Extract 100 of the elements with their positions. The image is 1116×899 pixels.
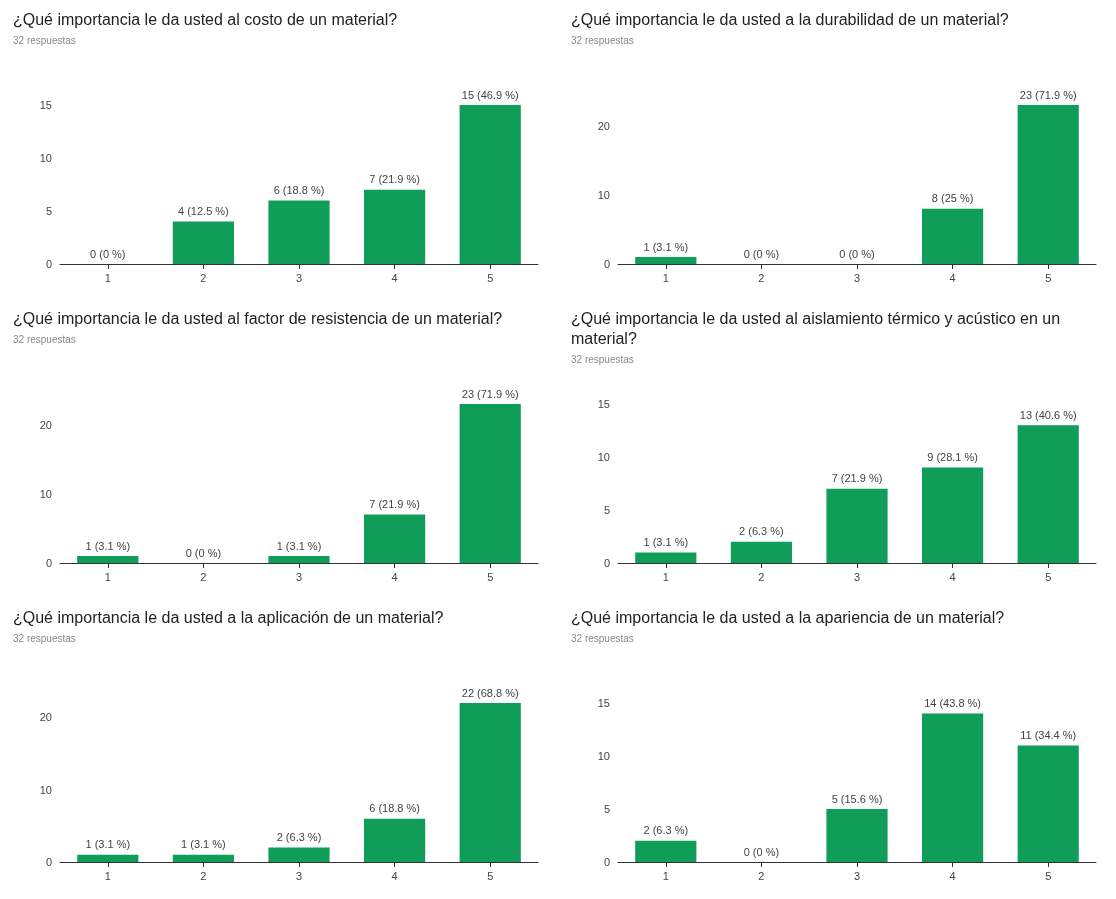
y-tick-label: 10 bbox=[39, 783, 52, 796]
y-tick-label: 10 bbox=[597, 451, 610, 463]
y-tick-label: 5 bbox=[603, 803, 610, 815]
x-tick-label: 4 bbox=[391, 271, 398, 284]
x-tick-label: 2 bbox=[200, 570, 207, 583]
x-tick-label: 3 bbox=[853, 570, 861, 583]
y-tick-label: 20 bbox=[597, 119, 610, 132]
bar bbox=[922, 467, 984, 563]
data-label: 13 (40.6 %) bbox=[1019, 408, 1077, 421]
data-label: 15 (46.9 %) bbox=[461, 88, 519, 101]
x-tick-label: 4 bbox=[949, 869, 956, 882]
data-label: 6 (18.8 %) bbox=[273, 183, 325, 196]
bar bbox=[172, 854, 234, 862]
bar bbox=[172, 221, 234, 264]
chart-subtitle: 32 respuestas bbox=[13, 34, 76, 46]
x-tick-label: 2 bbox=[200, 271, 207, 284]
x-tick-label: 3 bbox=[853, 869, 861, 882]
chart-subtitle: 32 respuestas bbox=[571, 353, 634, 365]
data-label: 23 (71.9 %) bbox=[1019, 88, 1077, 101]
bar bbox=[364, 189, 426, 264]
x-tick-label: 3 bbox=[295, 869, 303, 882]
chart-title: ¿Qué importancia le da usted al aislamiento térmico y acústico en un material? bbox=[571, 309, 1065, 347]
bar bbox=[922, 713, 984, 862]
x-tick-label: 1 bbox=[104, 869, 111, 882]
y-tick-label: 20 bbox=[39, 418, 52, 431]
y-tick-label: 0 bbox=[603, 258, 610, 270]
bar bbox=[1017, 745, 1079, 862]
x-tick-label: 3 bbox=[295, 570, 303, 583]
bar bbox=[826, 488, 888, 563]
bar bbox=[77, 556, 139, 563]
data-label: 1 (3.1 %) bbox=[643, 240, 689, 253]
x-tick-label: 1 bbox=[662, 271, 669, 284]
bar bbox=[459, 105, 521, 264]
y-tick-label: 15 bbox=[597, 398, 610, 410]
data-label: 0 (0 %) bbox=[839, 247, 875, 260]
data-label: 0 (0 %) bbox=[743, 247, 780, 260]
y-tick-label: 0 bbox=[45, 258, 52, 270]
bar bbox=[635, 840, 697, 862]
chart-title: ¿Qué importancia le da usted al factor de resistencia de un material? bbox=[13, 309, 503, 327]
y-tick-label: 0 bbox=[45, 557, 52, 569]
bar bbox=[77, 854, 139, 862]
data-label: 2 (6.3 %) bbox=[643, 824, 689, 837]
data-label: 23 (71.9 %) bbox=[461, 387, 519, 400]
data-label: 1 (3.1 %) bbox=[181, 838, 226, 851]
x-tick-label: 1 bbox=[662, 570, 669, 583]
x-tick-label: 4 bbox=[391, 570, 398, 583]
data-label: 14 (43.8 %) bbox=[924, 697, 982, 710]
x-tick-label: 2 bbox=[200, 869, 207, 882]
chart-subtitle: 32 respuestas bbox=[571, 632, 634, 644]
data-label: 7 (21.9 %) bbox=[369, 173, 420, 186]
y-tick-label: 0 bbox=[45, 856, 52, 868]
y-tick-label: 0 bbox=[603, 856, 610, 868]
bar bbox=[459, 404, 521, 563]
data-label: 1 (3.1 %) bbox=[276, 539, 322, 552]
bar bbox=[635, 257, 697, 264]
data-label: 1 (3.1 %) bbox=[643, 535, 689, 548]
bar bbox=[635, 552, 697, 563]
y-tick-label: 10 bbox=[39, 487, 52, 500]
bar bbox=[730, 541, 792, 563]
y-tick-label: 0 bbox=[603, 557, 610, 569]
data-label: 5 (15.6 %) bbox=[831, 792, 883, 805]
x-tick-label: 1 bbox=[104, 271, 111, 284]
data-label: 7 (21.9 %) bbox=[831, 472, 883, 485]
chart-subtitle: 32 respuestas bbox=[13, 333, 76, 345]
bar bbox=[459, 703, 521, 862]
x-tick-label: 5 bbox=[1045, 869, 1052, 882]
x-tick-label: 4 bbox=[949, 570, 956, 583]
y-tick-label: 15 bbox=[39, 99, 52, 111]
data-label: 9 (28.1 %) bbox=[927, 451, 978, 464]
bar bbox=[364, 514, 426, 563]
chart-subtitle: 32 respuestas bbox=[571, 34, 634, 46]
bar bbox=[1017, 105, 1079, 264]
data-label: 1 (3.1 %) bbox=[85, 838, 131, 851]
x-tick-label: 2 bbox=[758, 869, 765, 882]
y-tick-label: 20 bbox=[39, 711, 52, 724]
chart-title: ¿Qué importancia le da usted a la durabilidad de un material? bbox=[571, 10, 1009, 28]
bar bbox=[268, 556, 330, 563]
data-label: 1 (3.1 %) bbox=[85, 539, 131, 552]
data-label: 6 (18.8 %) bbox=[369, 802, 420, 815]
x-tick-label: 1 bbox=[104, 570, 111, 583]
data-label: 0 (0 %) bbox=[90, 247, 126, 260]
bar bbox=[268, 200, 330, 264]
y-tick-label: 10 bbox=[597, 750, 610, 762]
data-label: 8 (25 %) bbox=[931, 192, 974, 205]
y-tick-label: 15 bbox=[597, 697, 610, 709]
chart-title: ¿Qué importancia le da usted al costo de un material? bbox=[13, 10, 398, 28]
data-label: 4 (12.5 %) bbox=[178, 205, 229, 218]
data-label: 11 (34.4 %) bbox=[1020, 728, 1077, 741]
x-tick-label: 5 bbox=[487, 271, 494, 284]
x-tick-label: 3 bbox=[295, 271, 303, 284]
x-tick-label: 5 bbox=[487, 869, 494, 882]
x-tick-label: 5 bbox=[1045, 570, 1052, 583]
x-tick-label: 3 bbox=[853, 271, 861, 284]
x-tick-label: 2 bbox=[758, 271, 765, 284]
chart-title: ¿Qué importancia le da usted a la apariencia de un material? bbox=[571, 608, 1005, 626]
y-tick-label: 5 bbox=[603, 504, 610, 516]
data-label: 2 (6.3 %) bbox=[276, 831, 322, 844]
x-tick-label: 4 bbox=[949, 271, 956, 284]
data-label: 0 (0 %) bbox=[185, 546, 222, 559]
y-tick-label: 5 bbox=[45, 205, 52, 217]
